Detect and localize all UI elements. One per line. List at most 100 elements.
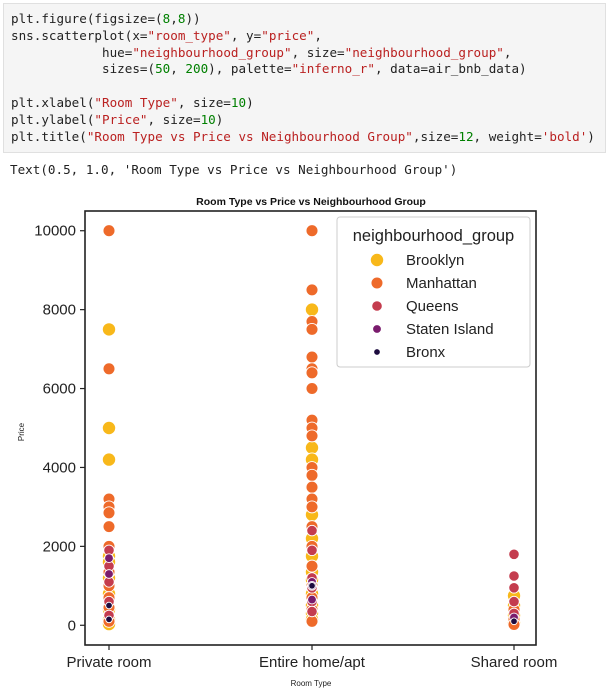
scatter-point: [305, 480, 319, 494]
legend-marker: [371, 300, 383, 312]
y-axis: 0 2000 4000 6000 8000 10000: [34, 223, 85, 634]
scatter-point: [508, 595, 520, 608]
scatter-point: [304, 440, 320, 455]
code-number-token: 8: [177, 11, 186, 26]
code-token: , size=: [177, 94, 231, 110]
code-string-token: "room_type": [147, 27, 231, 43]
legend-box: [336, 216, 531, 368]
code-token: )): [185, 11, 201, 26]
legend-marker: [369, 252, 385, 268]
code-line: plt.xlabel("Room Type", size=10): [11, 95, 605, 112]
x-axis-label: Room Type: [291, 679, 332, 688]
scatter-point: [102, 362, 116, 376]
chart-title: Room Type vs Price vs Neighbourhood Grou…: [196, 196, 426, 208]
y-axis-label: Price: [17, 422, 26, 441]
code-block: plt.figure(figsize=(8,8)) sns.scatterplot…: [11, 11, 605, 145]
legend-label: Staten Island: [406, 321, 494, 338]
code-token: ,: [170, 61, 186, 77]
scatter-points: [101, 224, 522, 632]
code-token: ): [215, 111, 224, 127]
scatter-point: [104, 569, 114, 579]
code-line: plt.title("Room Type vs Price vs Neighbo…: [11, 129, 605, 146]
code-token: , y=: [230, 27, 262, 43]
x-axis: Private room Entire home/apt Shared room: [66, 645, 557, 671]
scatter-point: [305, 559, 319, 573]
code-token: ), palette=: [208, 61, 292, 77]
code-token: , weight=: [473, 128, 542, 144]
code-number-token: 10: [230, 94, 247, 110]
y-tick-label: 0: [68, 617, 76, 634]
x-tick-label: Private room: [66, 654, 151, 671]
code-token: ): [246, 94, 254, 110]
code-number-token: 8: [162, 11, 171, 26]
scatter-point: [306, 524, 318, 537]
code-line: hue="neighbourhood_group", size="neighbo…: [11, 45, 605, 62]
scatter-point: [102, 224, 116, 238]
scatter-point: [305, 350, 319, 364]
scatter-point: [508, 548, 520, 560]
scatter-point: [105, 601, 113, 610]
scatter-point: [306, 544, 318, 556]
code-token: plt.title(: [11, 128, 87, 144]
legend-marker: [370, 276, 384, 290]
code-number-token: 50: [155, 61, 171, 77]
scatter-point: [102, 506, 116, 520]
code-token: , data=air_bnb_data): [374, 61, 527, 77]
code-token: hue=: [11, 44, 133, 60]
code-token: ): [587, 128, 595, 144]
code-string-token: "Room Type vs Price vs Neighbourhood Gro…: [86, 128, 413, 144]
code-token: plt.ylabel(: [11, 111, 95, 127]
x-tick-label: Entire home/apt: [259, 654, 366, 671]
code-token: , size=: [147, 111, 201, 127]
code-number-token: 200: [185, 61, 209, 77]
scatter-point: [101, 452, 117, 467]
y-tick-label: 6000: [43, 381, 76, 398]
chart-legend: neighbourhood_group Brooklyn Manhattan Quee…: [336, 216, 531, 368]
code-token: sns.scatterplot(x=: [11, 27, 148, 43]
cell-output-text: Text(0.5, 1.0, 'Room Type vs Price vs Ne…: [10, 162, 458, 177]
code-token: ,size=: [412, 128, 459, 144]
scatter-point: [306, 605, 318, 618]
scatter-point: [508, 570, 520, 582]
code-token: ,: [170, 11, 178, 26]
y-tick-label: 4000: [43, 459, 76, 476]
scatter-point: [305, 429, 319, 443]
scatter-point: [104, 553, 114, 564]
code-line: plt.ylabel("Price", size=10): [11, 112, 605, 129]
scatter-point: [101, 420, 117, 436]
plot-frame: [84, 210, 537, 646]
scatter-point: [305, 468, 319, 482]
scatter-point: [101, 322, 117, 337]
code-string-token: "neighbourhood_group": [132, 44, 292, 60]
code-token: plt.figure(figsize=(: [11, 11, 163, 26]
code-cell[interactable]: plt.figure(figsize=(8,8)) sns.scatterplot…: [3, 3, 606, 153]
code-string-token: "neighbourhood_group": [344, 44, 504, 60]
scatter-point: [305, 366, 319, 380]
scatter-point: [305, 224, 319, 238]
code-number-token: 12: [458, 128, 474, 144]
code-token: sizes=(: [11, 61, 156, 77]
scatter-point: [305, 283, 319, 297]
code-editor[interactable]: plt.figure(figsize=(8,8)) sns.scatterplot…: [11, 11, 605, 145]
scatter-chart: Room Type vs Price vs Neighbourhood Grou…: [17, 196, 557, 688]
code-string-token: 'bold': [541, 128, 588, 144]
legend-marker: [372, 324, 382, 334]
y-tick-label: 2000: [43, 538, 76, 555]
code-token: , size=: [291, 44, 345, 60]
code-string-token: "inferno_r": [291, 61, 375, 77]
code-token: plt.xlabel(: [11, 94, 95, 110]
scatter-point: [508, 582, 520, 594]
legend-label: Brooklyn: [406, 252, 464, 269]
scatter-point: [305, 322, 319, 336]
scatter-point: [304, 302, 320, 317]
scatter-point: [102, 520, 116, 534]
code-line: sns.scatterplot(x="room_type", y="price"…: [11, 28, 605, 45]
scatter-point: [510, 617, 518, 626]
scatter-point: [305, 500, 319, 514]
code-line: plt.figure(figsize=(8,8)): [11, 11, 605, 28]
scatter-point: [308, 582, 316, 590]
legend-marker: [373, 348, 381, 356]
code-line: [11, 78, 605, 95]
code-number-token: 10: [200, 111, 216, 127]
code-token: ,: [503, 44, 512, 60]
